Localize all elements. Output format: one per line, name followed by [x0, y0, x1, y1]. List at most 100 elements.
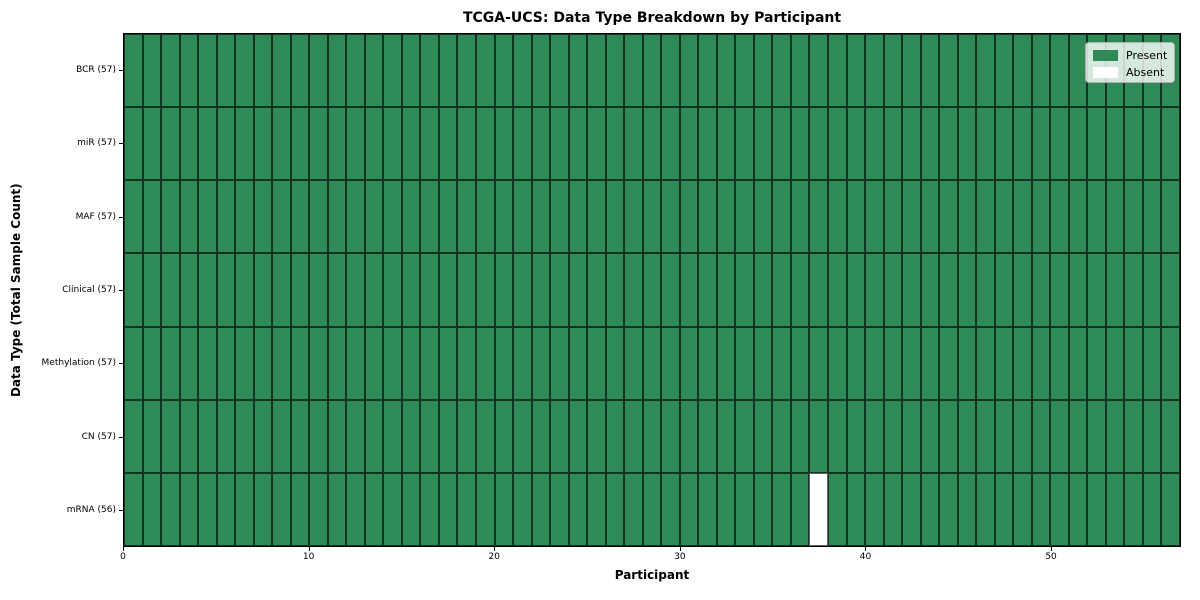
heatmap-cell-present: [272, 107, 291, 181]
heatmap-cell-present: [216, 34, 236, 108]
heatmap-cell-present: [1087, 399, 1106, 473]
heatmap-cell-present: [735, 399, 754, 473]
heatmap-cell-present: [735, 107, 754, 181]
heatmap-cell-present: [1013, 326, 1032, 400]
heatmap-cell-present: [457, 326, 476, 400]
legend-item-present: Present: [1093, 48, 1174, 62]
heatmap-cell-present: [939, 253, 958, 327]
heatmap-cell-present: [216, 253, 236, 327]
heatmap-cell-present: [383, 253, 402, 327]
heatmap-cell-present: [1161, 180, 1180, 254]
heatmap-cell-present: [1068, 180, 1088, 254]
heatmap-cell-present: [587, 180, 606, 254]
heatmap-cell-absent: [809, 472, 828, 546]
heatmap-cell-present: [142, 472, 162, 546]
heatmap-cell-present: [1087, 107, 1106, 181]
heatmap-cell-present: [327, 326, 347, 400]
heatmap-cell-present: [976, 253, 995, 327]
heatmap-cell-present: [161, 326, 180, 400]
heatmap-plot: [123, 33, 1181, 547]
heatmap-cell-present: [1142, 107, 1162, 181]
heatmap-cell-present: [661, 107, 680, 181]
heatmap-cell-present: [661, 399, 680, 473]
heatmap-cell-present: [809, 253, 828, 327]
heatmap-cell-present: [513, 326, 532, 400]
heatmap-cell-present: [698, 399, 717, 473]
heatmap-cell-present: [642, 326, 662, 400]
heatmap-cell-present: [161, 472, 180, 546]
y-tick-label: BCR (57): [76, 64, 116, 75]
heatmap-cell-present: [513, 180, 532, 254]
heatmap-cell-present: [976, 399, 995, 473]
heatmap-cell-present: [883, 472, 903, 546]
heatmap-cell-present: [568, 472, 588, 546]
heatmap-cell-present: [253, 34, 273, 108]
heatmap-cell-present: [550, 253, 569, 327]
heatmap-cell-present: [309, 399, 328, 473]
heatmap-cell-present: [179, 180, 199, 254]
heatmap-cell-present: [790, 107, 810, 181]
heatmap-cell-present: [364, 107, 384, 181]
heatmap-cell-present: [401, 399, 421, 473]
heatmap-cell-present: [883, 326, 903, 400]
heatmap-cell-present: [735, 253, 754, 327]
heatmap-cell-present: [550, 326, 569, 400]
heatmap-cell-present: [401, 253, 421, 327]
heatmap-cell-present: [624, 399, 643, 473]
legend-label: Absent: [1126, 65, 1165, 79]
heatmap-cell-present: [1105, 326, 1125, 400]
heatmap-cell-present: [124, 253, 143, 327]
heatmap-cell-present: [327, 107, 347, 181]
heatmap-cell-present: [401, 326, 421, 400]
heatmap-cell-present: [865, 472, 884, 546]
y-tick-mark: [119, 143, 123, 145]
heatmap-cell-present: [438, 399, 458, 473]
heatmap-cell-present: [865, 34, 884, 108]
x-tick-mark: [679, 547, 681, 551]
heatmap-cell-present: [753, 326, 773, 400]
heatmap-cell-present: [383, 399, 402, 473]
heatmap-cell-present: [1013, 253, 1032, 327]
heatmap-cell-present: [513, 472, 532, 546]
heatmap-cell-present: [1161, 253, 1180, 327]
heatmap-cell-present: [1068, 253, 1088, 327]
heatmap-cell-present: [920, 253, 940, 327]
heatmap-cell-present: [587, 326, 606, 400]
heatmap-cell-present: [124, 107, 143, 181]
heatmap-cell-present: [846, 107, 866, 181]
heatmap-cell-present: [883, 107, 903, 181]
heatmap-cell-present: [920, 107, 940, 181]
x-tick-label: 20: [488, 552, 500, 562]
heatmap-cell-present: [383, 34, 402, 108]
heatmap-cell-present: [309, 107, 328, 181]
heatmap-cell-present: [494, 34, 514, 108]
heatmap-cell-present: [124, 326, 143, 400]
heatmap-cell-present: [235, 34, 254, 108]
heatmap-cell-present: [1124, 326, 1143, 400]
heatmap-cell-present: [679, 107, 699, 181]
heatmap-cell-present: [976, 107, 995, 181]
heatmap-cell-present: [605, 107, 625, 181]
heatmap-cell-present: [846, 472, 866, 546]
heatmap-cell-present: [605, 180, 625, 254]
heatmap-cell-present: [142, 326, 162, 400]
heatmap-cell-present: [1124, 472, 1143, 546]
heatmap-cell-present: [1105, 180, 1125, 254]
heatmap-cell-present: [827, 472, 847, 546]
y-tick-mark: [119, 363, 123, 365]
heatmap-cell-present: [272, 34, 291, 108]
heatmap-cell-present: [1161, 326, 1180, 400]
heatmap-cell-present: [698, 253, 717, 327]
heatmap-cell-present: [198, 180, 217, 254]
heatmap-cell-present: [587, 472, 606, 546]
heatmap-cell-present: [531, 472, 551, 546]
y-tick-mark: [119, 510, 123, 512]
heatmap-cell-present: [642, 253, 662, 327]
x-tick-label: 50: [1045, 552, 1057, 562]
x-tick-mark: [123, 547, 124, 551]
heatmap-cell-present: [920, 34, 940, 108]
heatmap-cell-present: [642, 34, 662, 108]
heatmap-cell-present: [1087, 253, 1106, 327]
heatmap-cell-present: [994, 472, 1014, 546]
heatmap-cell-present: [976, 180, 995, 254]
